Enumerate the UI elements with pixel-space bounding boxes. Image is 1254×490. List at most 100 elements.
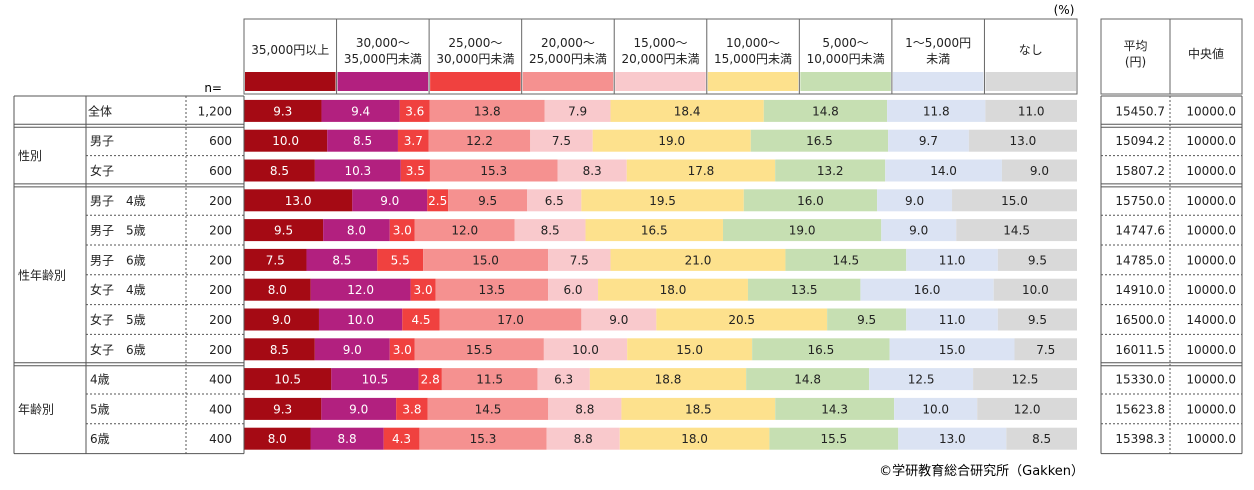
legend-label: 35,000円未満 bbox=[344, 52, 422, 66]
data-label: 9.3 bbox=[273, 104, 292, 118]
bar-segment bbox=[543, 338, 628, 361]
legend-label: 25,000円未満 bbox=[529, 52, 607, 66]
data-label: 13.8 bbox=[474, 104, 501, 118]
bar-segment bbox=[389, 338, 415, 361]
legend-label: なし bbox=[1019, 43, 1043, 57]
data-label: 14.8 bbox=[812, 104, 839, 118]
bar-segment bbox=[244, 427, 311, 450]
data-label: 7.5 bbox=[552, 134, 571, 148]
legend-label: 15,000円未満 bbox=[714, 52, 792, 66]
group-label: 年齢別 bbox=[18, 401, 54, 416]
data-label: 9.0 bbox=[272, 313, 291, 327]
data-label: 6.5 bbox=[545, 194, 564, 208]
data-label: 14.5 bbox=[832, 253, 859, 267]
bar-segment bbox=[306, 248, 378, 271]
data-label: 3.8 bbox=[402, 402, 421, 416]
data-label: 16.0 bbox=[914, 283, 941, 297]
group-label: 性別 bbox=[18, 149, 42, 163]
data-label: 11.5 bbox=[476, 373, 503, 387]
median-value: 10000.0 bbox=[1186, 253, 1236, 267]
mean-value: 15623.8 bbox=[1115, 402, 1165, 416]
bar-segment bbox=[877, 189, 953, 212]
sample-size: 200 bbox=[209, 343, 232, 357]
data-label: 13.5 bbox=[478, 283, 505, 297]
mean-header: 平均 bbox=[1123, 39, 1147, 53]
data-label: 8.0 bbox=[268, 432, 287, 446]
data-label: 16.5 bbox=[641, 224, 668, 238]
bar-segment bbox=[399, 99, 430, 122]
legend-swatch bbox=[337, 72, 429, 91]
bar-segment bbox=[244, 129, 328, 152]
legend-swatch bbox=[985, 72, 1076, 91]
row-label: 男子 5歳 bbox=[90, 224, 146, 238]
bar-segment bbox=[410, 278, 436, 301]
legend-swatch bbox=[522, 72, 614, 91]
median-value: 10000.0 bbox=[1186, 134, 1236, 148]
data-label: 8.0 bbox=[347, 224, 366, 238]
mean-value: 14910.0 bbox=[1115, 283, 1165, 297]
bar-segment bbox=[968, 129, 1077, 152]
sample-size: 600 bbox=[209, 134, 232, 148]
data-label: 8.5 bbox=[353, 134, 372, 148]
bar-segment bbox=[592, 129, 751, 152]
row-label: 女子 5歳 bbox=[90, 312, 146, 327]
bar-segment bbox=[323, 219, 390, 242]
bar-segment bbox=[352, 189, 428, 212]
data-label: 12.2 bbox=[466, 134, 493, 148]
data-label: 16.5 bbox=[807, 343, 834, 357]
bar-segment bbox=[310, 278, 411, 301]
data-label: 8.3 bbox=[583, 164, 602, 178]
bar-segment bbox=[993, 278, 1077, 301]
bar-segment bbox=[544, 99, 611, 122]
bar-segment bbox=[244, 308, 319, 331]
mean-value: 15807.2 bbox=[1115, 164, 1165, 178]
data-label: 8.5 bbox=[270, 343, 289, 357]
data-label: 14.0 bbox=[930, 164, 957, 178]
sample-size: 1,200 bbox=[198, 104, 232, 118]
data-label: 20.5 bbox=[728, 313, 755, 327]
bar-segment bbox=[906, 248, 998, 271]
bar-segment bbox=[888, 129, 969, 152]
data-label: 6.3 bbox=[554, 373, 573, 387]
mean-header: (円) bbox=[1125, 55, 1146, 69]
data-label: 9.5 bbox=[274, 224, 293, 238]
data-label: 13.0 bbox=[285, 194, 312, 208]
bar-segment bbox=[244, 189, 353, 212]
bar-segment bbox=[589, 368, 747, 391]
sample-size: 400 bbox=[209, 373, 232, 387]
bar-segment bbox=[244, 338, 315, 361]
data-label: 9.3 bbox=[273, 402, 292, 416]
data-label: 9.0 bbox=[349, 402, 368, 416]
sample-size: 200 bbox=[209, 253, 232, 267]
bar-segment bbox=[769, 427, 899, 450]
legend-label: 10,000円未満 bbox=[807, 52, 885, 66]
mean-value: 15750.0 bbox=[1115, 194, 1165, 208]
bar-segment bbox=[656, 308, 828, 331]
bar-segment bbox=[1006, 427, 1077, 450]
data-label: 8.5 bbox=[270, 164, 289, 178]
bar-segment bbox=[610, 248, 786, 271]
data-label: 3.0 bbox=[393, 224, 412, 238]
data-label: 8.5 bbox=[541, 224, 560, 238]
bar-segment bbox=[746, 368, 870, 391]
legend-label: 30,000～ bbox=[356, 36, 410, 50]
sample-size: 200 bbox=[209, 283, 232, 297]
data-label: 15.3 bbox=[470, 432, 497, 446]
median-value: 10000.0 bbox=[1186, 194, 1236, 208]
bar-segment bbox=[244, 159, 315, 182]
median-value: 10000.0 bbox=[1186, 373, 1236, 387]
bar-segment bbox=[402, 308, 440, 331]
bar-segment bbox=[423, 248, 549, 271]
bar-segment bbox=[894, 397, 978, 420]
bar-segment bbox=[827, 308, 907, 331]
row-label: 6歳 bbox=[90, 432, 110, 446]
bar-segment bbox=[747, 278, 861, 301]
data-label: 13.2 bbox=[817, 164, 844, 178]
data-label: 3.7 bbox=[404, 134, 423, 148]
bar-segment bbox=[785, 248, 907, 271]
sample-size: 600 bbox=[209, 164, 232, 178]
data-label: 7.9 bbox=[568, 104, 587, 118]
data-label: 4.3 bbox=[392, 432, 411, 446]
bar-segment bbox=[321, 397, 397, 420]
bar-segment bbox=[752, 338, 890, 361]
